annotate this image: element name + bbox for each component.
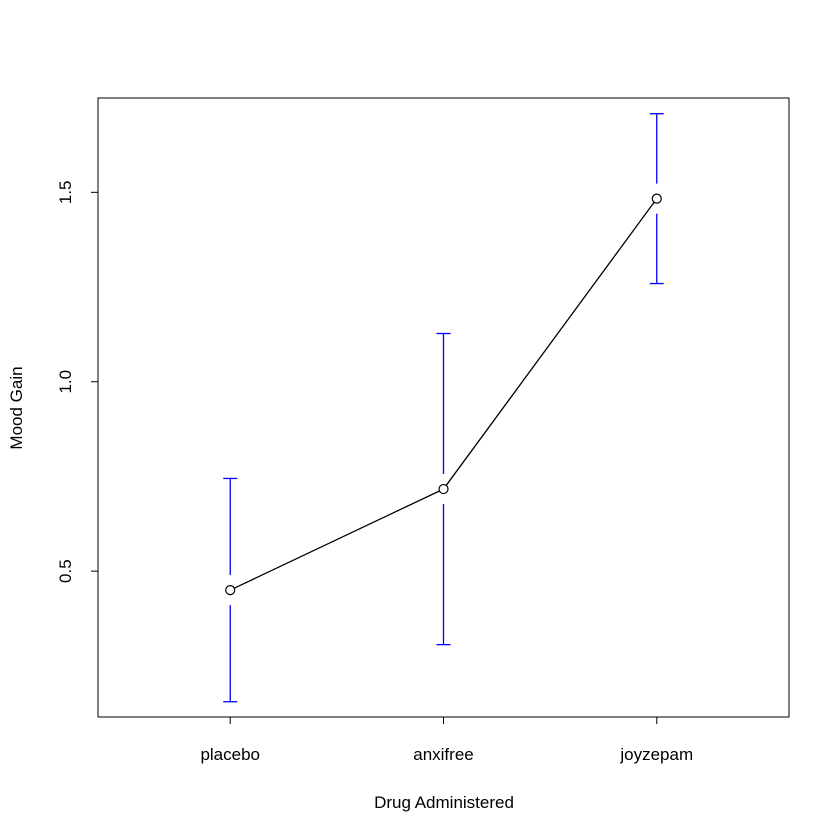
error-bars bbox=[223, 113, 664, 703]
line-segment-0 bbox=[234, 490, 440, 589]
data-point-anxifree bbox=[438, 483, 449, 495]
series-line-group bbox=[234, 201, 655, 589]
x-axis-title: Drug Administered bbox=[374, 793, 514, 812]
data-point-placebo bbox=[225, 584, 236, 596]
x-tick-label-anxifree: anxifree bbox=[413, 745, 473, 764]
line-segment-1 bbox=[445, 201, 655, 486]
y-tick-label-2: 1.5 bbox=[56, 181, 75, 205]
y-tick-label-0: 0.5 bbox=[56, 559, 75, 583]
x-tick-label-placebo: placebo bbox=[200, 745, 260, 764]
x-axis: placebo anxifree joyzepam bbox=[200, 717, 693, 764]
y-axis: 0.5 1.0 1.5 bbox=[56, 181, 99, 583]
data-point-joyzepam bbox=[651, 193, 662, 204]
y-axis-title: Mood Gain bbox=[7, 366, 26, 449]
data-points bbox=[225, 193, 662, 596]
x-tick-label-joyzepam: joyzepam bbox=[619, 745, 693, 764]
y-tick-label-1: 1.0 bbox=[56, 370, 75, 394]
